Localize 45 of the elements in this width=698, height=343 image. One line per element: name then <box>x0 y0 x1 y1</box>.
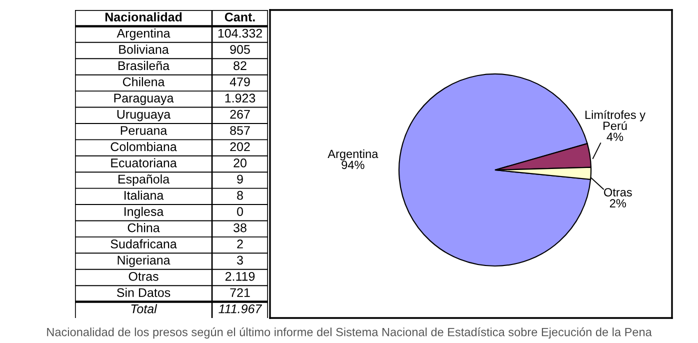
category-label: Argentina <box>116 28 170 40</box>
category-label: Colombiana <box>110 142 177 152</box>
text: Cant. <box>224 12 255 22</box>
text: Nacionalidad <box>105 12 182 22</box>
category-label: Italiana <box>124 190 164 200</box>
text: 0 <box>237 207 243 216</box>
category-label: Chilena <box>122 77 165 86</box>
category-label: Inglesa <box>124 206 164 218</box>
data-label: 2% <box>610 199 626 208</box>
text: 1.923 <box>225 94 256 103</box>
category-label: Paraguaya <box>114 94 174 105</box>
text: 857 <box>230 126 250 135</box>
text: 38 <box>234 223 246 232</box>
text: 9 <box>237 174 243 184</box>
data-label: 4% <box>606 132 624 141</box>
text: 202 <box>230 142 250 152</box>
text: 8 <box>237 190 243 200</box>
category-label: Boliviana <box>119 44 169 54</box>
text: 2.119 <box>225 272 255 281</box>
text: 721 <box>230 288 250 297</box>
category-label: Brasileña <box>118 60 170 70</box>
category-label: Uruguaya <box>117 110 171 122</box>
category-label: Española <box>118 174 170 186</box>
text: 2 <box>237 240 243 248</box>
text: 82 <box>234 61 246 70</box>
category-label: Ecuatoriana <box>111 158 177 168</box>
slice-label: Argentina <box>328 149 378 160</box>
data-label: 94% <box>342 160 364 170</box>
slice-label: Limítrofes y Perú <box>585 110 646 130</box>
text: 267 <box>230 110 250 119</box>
text: 111.967 <box>218 304 262 314</box>
category-label: Sin Datos <box>116 288 170 298</box>
text: 479 <box>230 77 250 86</box>
category-label: China <box>128 223 160 232</box>
text: 20 <box>234 158 246 168</box>
text: 104.332 <box>218 28 262 38</box>
text: 905 <box>230 45 250 54</box>
category-label: Nigeriana <box>118 255 170 268</box>
text: 3 <box>237 256 243 265</box>
slice-label: Otras <box>604 188 632 196</box>
category-label: Peruana <box>120 126 168 135</box>
category-label: Otras <box>128 272 158 281</box>
category-label: Sudafricana <box>110 239 177 248</box>
category-label: Total <box>131 304 158 314</box>
text: Nacionalidad de los presos según el último informe del Sistema Nacional de Estadística sobre Ejecución de la Pena <box>47 327 652 339</box>
